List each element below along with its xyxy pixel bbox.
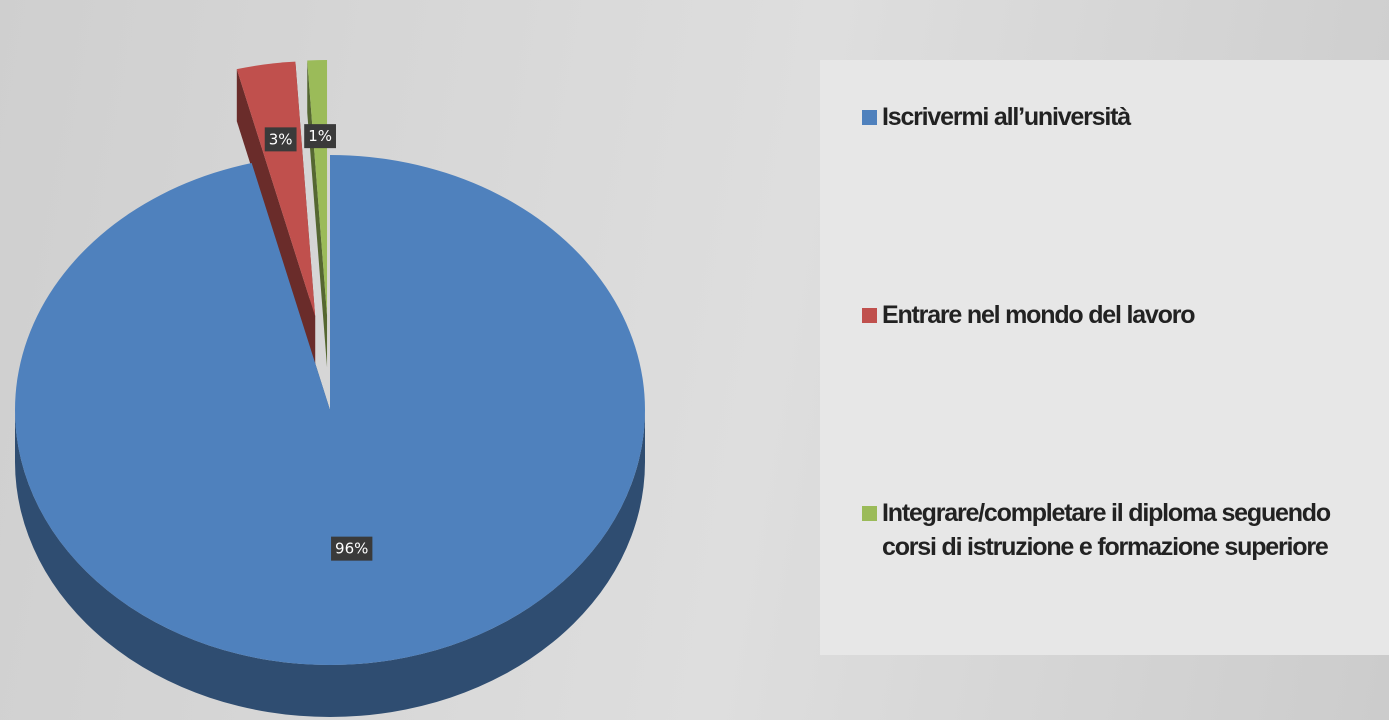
legend-label: Iscrivermi all’università (882, 103, 1131, 131)
data-label: 1% (308, 127, 332, 145)
legend-item: Iscrivermi all’università (862, 100, 1382, 134)
legend-item: Integrare/completare il diploma seguendo… (862, 496, 1382, 564)
slice-edge (236, 69, 316, 369)
data-label-box (304, 124, 336, 149)
legend-swatch (862, 506, 877, 521)
pie-slice (14, 155, 645, 666)
pie-slice (307, 60, 328, 316)
legend-item: Entrare nel mondo del lavoro (862, 298, 1382, 332)
legend-swatch (862, 110, 877, 125)
slice-side (15, 410, 645, 717)
data-label: 3% (269, 130, 293, 148)
legend-label: Integrare/completare il diploma seguendo… (882, 499, 1331, 561)
data-label: 96% (335, 540, 368, 558)
data-label-box (331, 536, 373, 561)
pie-slice (236, 61, 316, 317)
legend-label: Entrare nel mondo del lavoro (882, 301, 1196, 329)
legend-swatch (862, 308, 877, 323)
data-label-box (264, 127, 297, 152)
legend: Iscrivermi all’università Entrare nel mon… (820, 60, 1389, 655)
